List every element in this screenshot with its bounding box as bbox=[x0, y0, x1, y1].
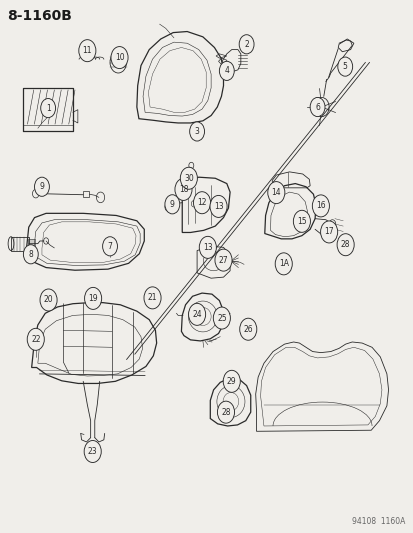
Text: 8: 8 bbox=[28, 250, 33, 259]
Circle shape bbox=[275, 253, 292, 275]
Text: 9: 9 bbox=[39, 182, 44, 191]
Text: 27: 27 bbox=[218, 256, 228, 264]
Text: 29: 29 bbox=[226, 377, 236, 386]
Text: 23: 23 bbox=[88, 447, 97, 456]
Circle shape bbox=[78, 39, 96, 62]
Circle shape bbox=[214, 249, 231, 271]
Text: 6: 6 bbox=[314, 102, 319, 111]
Circle shape bbox=[320, 221, 337, 243]
Circle shape bbox=[188, 303, 205, 325]
Circle shape bbox=[40, 289, 57, 311]
Circle shape bbox=[34, 177, 49, 196]
Circle shape bbox=[219, 61, 234, 80]
Text: 24: 24 bbox=[192, 310, 202, 319]
Circle shape bbox=[144, 287, 161, 309]
Text: 16: 16 bbox=[315, 201, 325, 211]
Text: 7: 7 bbox=[107, 242, 112, 251]
Circle shape bbox=[267, 182, 284, 204]
Text: 19: 19 bbox=[88, 294, 98, 303]
Circle shape bbox=[193, 192, 210, 214]
Circle shape bbox=[175, 179, 192, 200]
Circle shape bbox=[337, 57, 352, 76]
Text: 28: 28 bbox=[340, 240, 349, 249]
Circle shape bbox=[27, 328, 44, 350]
Circle shape bbox=[309, 98, 324, 117]
Text: 3: 3 bbox=[194, 127, 199, 136]
Text: 20: 20 bbox=[44, 295, 53, 304]
Text: 5: 5 bbox=[342, 62, 347, 71]
Circle shape bbox=[199, 236, 216, 259]
Circle shape bbox=[311, 195, 329, 217]
Text: 25: 25 bbox=[216, 313, 226, 322]
Circle shape bbox=[23, 245, 38, 264]
Circle shape bbox=[40, 99, 55, 118]
Circle shape bbox=[223, 370, 240, 392]
Text: 28: 28 bbox=[221, 408, 230, 417]
Circle shape bbox=[336, 233, 354, 256]
Circle shape bbox=[84, 440, 101, 463]
Text: 18: 18 bbox=[178, 185, 188, 194]
Text: 8-1160B: 8-1160B bbox=[7, 9, 71, 23]
Text: 21: 21 bbox=[147, 293, 157, 302]
Circle shape bbox=[189, 122, 204, 141]
Text: 13: 13 bbox=[202, 243, 212, 252]
Circle shape bbox=[217, 401, 234, 423]
Text: 9: 9 bbox=[169, 200, 174, 209]
Text: 13: 13 bbox=[213, 202, 223, 211]
Circle shape bbox=[209, 196, 227, 217]
Text: 14: 14 bbox=[271, 188, 280, 197]
Circle shape bbox=[180, 167, 197, 189]
Text: 1: 1 bbox=[46, 103, 50, 112]
Circle shape bbox=[239, 35, 254, 54]
Circle shape bbox=[213, 307, 230, 329]
Text: 4: 4 bbox=[224, 67, 229, 75]
Text: 12: 12 bbox=[197, 198, 206, 207]
Text: 15: 15 bbox=[297, 217, 306, 226]
Circle shape bbox=[239, 318, 256, 340]
Text: 17: 17 bbox=[323, 228, 333, 237]
Text: 10: 10 bbox=[114, 53, 124, 62]
Text: 1A: 1A bbox=[278, 260, 288, 268]
Circle shape bbox=[111, 46, 128, 69]
Circle shape bbox=[293, 211, 310, 232]
Text: 94108  1160A: 94108 1160A bbox=[351, 517, 404, 526]
Text: 22: 22 bbox=[31, 335, 40, 344]
Circle shape bbox=[102, 237, 117, 256]
Circle shape bbox=[84, 287, 102, 309]
Text: 30: 30 bbox=[183, 174, 193, 183]
Text: 11: 11 bbox=[82, 46, 92, 55]
Text: 2: 2 bbox=[244, 40, 248, 49]
Circle shape bbox=[164, 195, 179, 214]
Text: 26: 26 bbox=[243, 325, 252, 334]
